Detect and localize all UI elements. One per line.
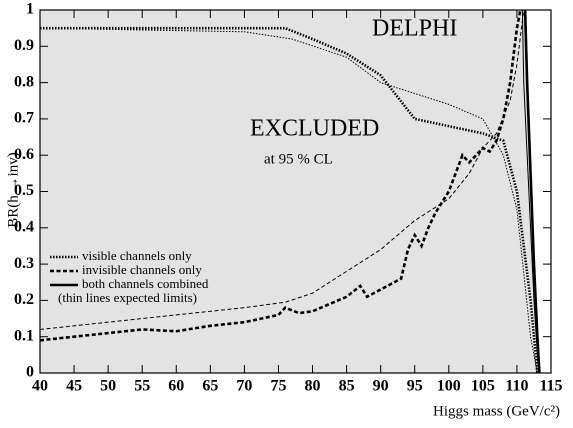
legend-note: (thin lines expected limits) [58,290,197,305]
legend-label: invisible channels only [82,262,202,277]
y-tick-label: 0.7 [14,110,34,127]
x-tick-label: 105 [471,378,495,395]
y-axis-label: BR(h →inv) [5,152,21,227]
y-tick-label: 0.8 [14,73,34,90]
y-tick-label: 0.2 [14,291,34,308]
y-tick-label: 0 [26,364,34,381]
x-tick-label: 70 [236,378,252,395]
x-tick-label: 65 [202,378,218,395]
y-tick-label: 0.9 [14,37,34,54]
region-sublabel: at 95 % CL [264,151,333,167]
x-tick-label: 60 [168,378,184,395]
x-tick-label: 75 [270,378,286,395]
region-label: EXCLUDED [250,116,379,142]
y-tick-label: 0.4 [14,218,34,235]
x-tick-label: 115 [539,378,562,395]
y-tick-label: 0.5 [14,182,34,199]
observed-line [39,9,522,342]
x-tick-label: 90 [373,378,389,395]
legend-label: both channels combined [82,276,209,291]
x-tick-label: 100 [437,378,461,395]
x-tick-label: 110 [505,378,528,395]
x-tick-label: 80 [305,378,321,395]
x-tick-label: 45 [66,378,82,395]
observed-line [523,9,541,374]
x-axis-label: Higgs mass (GeV/c²) [433,403,560,419]
y-tick-label: 0.1 [14,327,34,344]
y-tick-label: 1 [26,1,34,18]
experiment-label: DELPHI [372,16,457,42]
x-tick-label: 50 [100,378,116,395]
y-tick-label: 0.6 [14,146,34,163]
excluded-region [40,10,540,373]
y-tick-label: 0.3 [14,255,34,272]
x-tick-label: 85 [339,378,355,395]
x-tick-label: 55 [134,378,150,395]
legend-label: visible channels only [82,248,192,263]
x-tick-label: 95 [407,378,423,395]
x-tick-label: 40 [32,378,48,395]
expected-line [39,27,538,374]
